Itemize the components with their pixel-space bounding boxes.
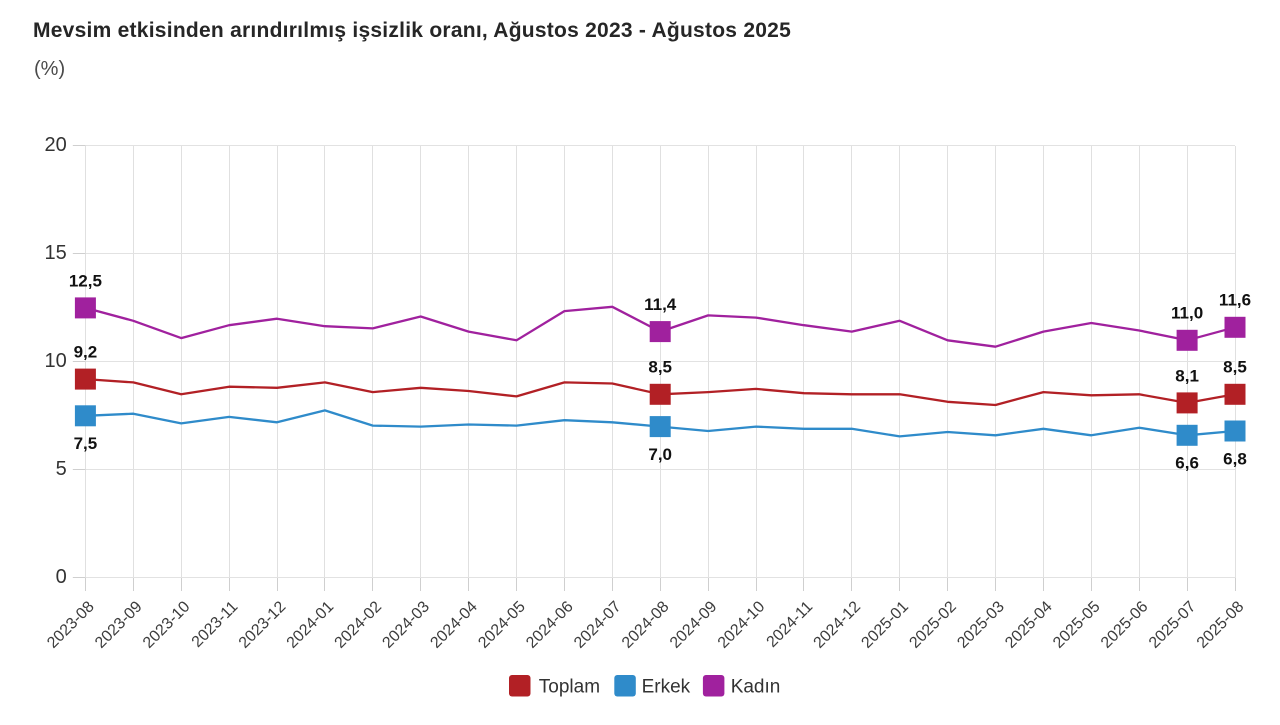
svg-text:20: 20: [45, 134, 67, 156]
svg-text:0: 0: [56, 566, 67, 588]
svg-text:8,1: 8,1: [1175, 366, 1199, 385]
svg-text:11,0: 11,0: [1171, 304, 1203, 323]
svg-text:12,5: 12,5: [69, 271, 102, 290]
svg-text:9,2: 9,2: [74, 343, 98, 362]
svg-text:7,0: 7,0: [648, 445, 672, 464]
svg-text:8,5: 8,5: [1223, 358, 1247, 377]
svg-text:5: 5: [56, 458, 67, 480]
svg-text:8,5: 8,5: [648, 358, 672, 377]
svg-text:Kadın: Kadın: [731, 677, 781, 698]
svg-text:7,5: 7,5: [74, 434, 98, 453]
svg-text:6,8: 6,8: [1223, 449, 1247, 468]
svg-text:Erkek: Erkek: [642, 677, 691, 698]
svg-text:15: 15: [45, 242, 67, 264]
svg-text:11,4: 11,4: [644, 295, 677, 314]
svg-text:Toplam: Toplam: [539, 677, 600, 698]
svg-text:10: 10: [45, 350, 67, 372]
svg-text:6,6: 6,6: [1175, 454, 1199, 473]
svg-text:11,6: 11,6: [1219, 291, 1251, 310]
